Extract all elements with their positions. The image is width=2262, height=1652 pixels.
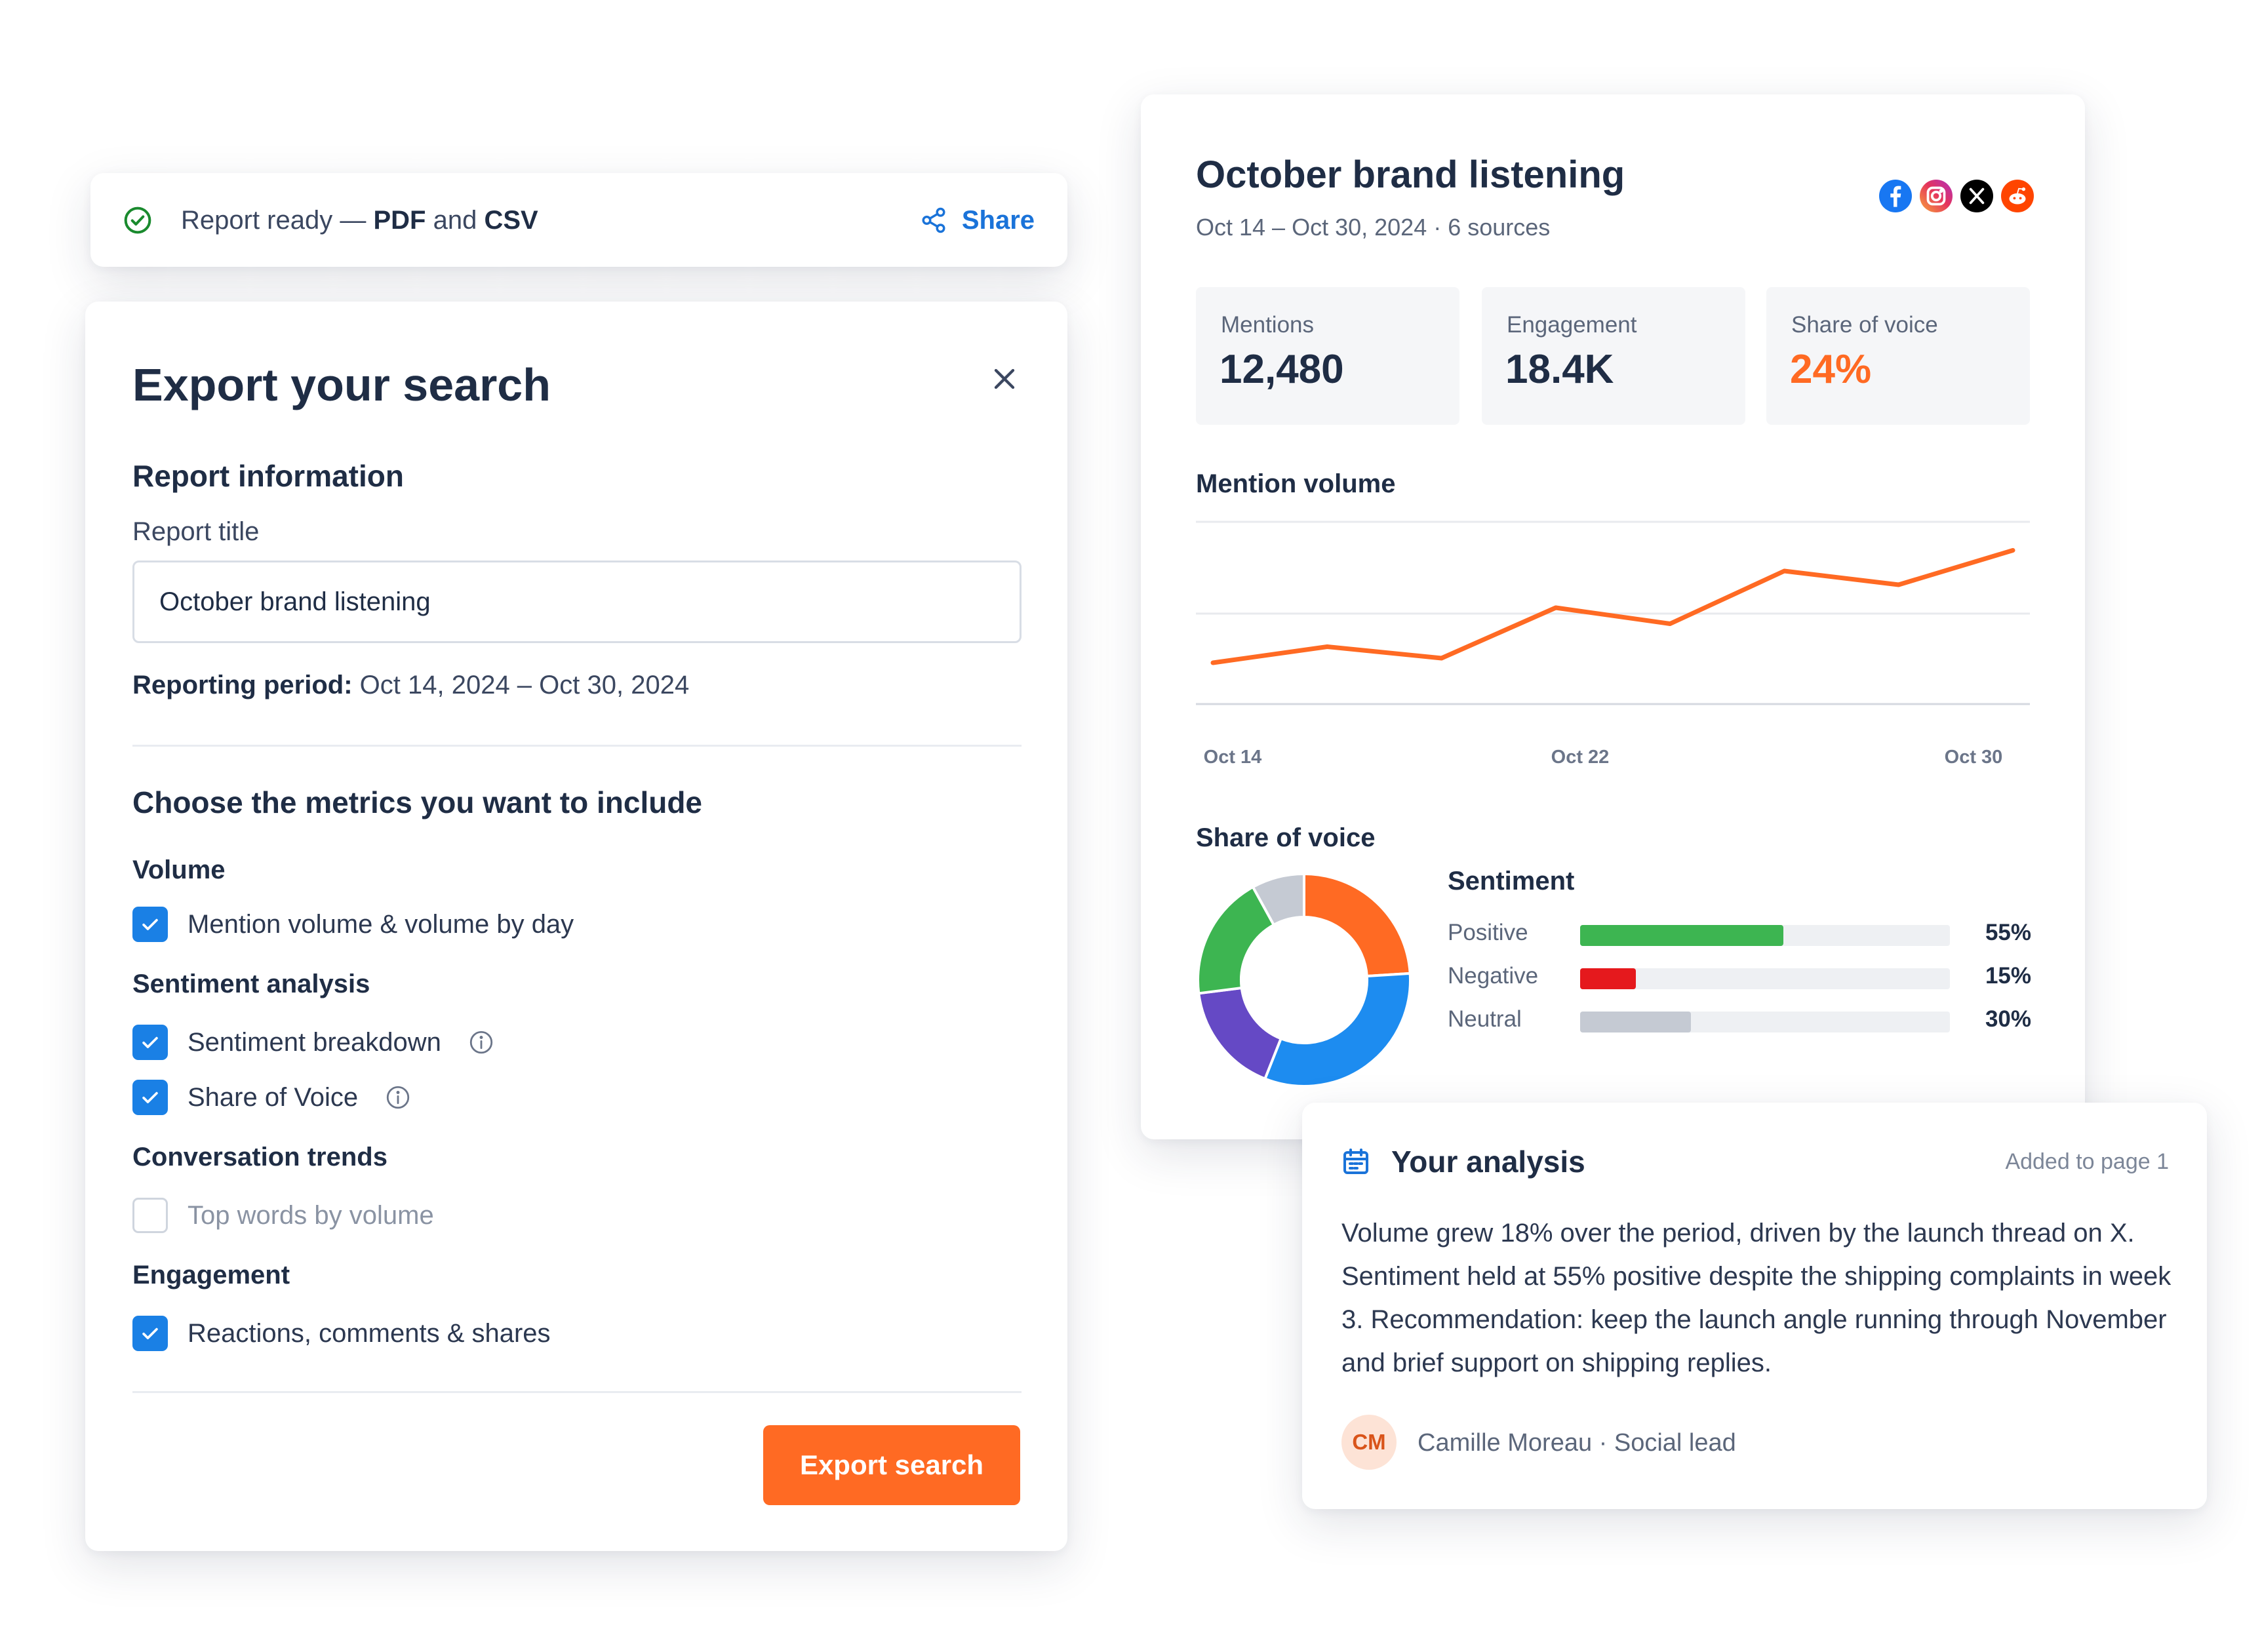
x-tick-label: Oct 14 bbox=[1204, 747, 1262, 768]
facebook-icon bbox=[1879, 180, 1912, 212]
info-icon[interactable] bbox=[384, 1084, 412, 1111]
option-label: Top words by volume bbox=[188, 1200, 434, 1230]
donut-slice bbox=[1263, 972, 1412, 1088]
report-preview-card: October brand listening Oct 14 – Oct 30,… bbox=[1141, 94, 2085, 1139]
checkmark-icon bbox=[142, 1328, 158, 1339]
sentiment-track bbox=[1580, 1012, 1950, 1032]
x-icon bbox=[1960, 180, 1993, 212]
stat-value: 18.4K bbox=[1505, 347, 1614, 392]
checkmark-icon bbox=[142, 918, 158, 930]
export-search-button[interactable]: Export search bbox=[763, 1425, 1020, 1505]
donut-slice bbox=[1197, 986, 1283, 1081]
mention-volume-line bbox=[1210, 548, 2015, 665]
sentiment-label: Positive bbox=[1448, 920, 1528, 945]
sentiment-heading: Sentiment bbox=[1448, 867, 1575, 895]
mention-volume-chart: Oct 14 Oct 22 Oct 30 bbox=[1196, 521, 2030, 768]
sentiment-track bbox=[1580, 925, 1950, 946]
group-engagement: Engagement bbox=[132, 1261, 290, 1289]
sentiment-row-negative: Negative 15% bbox=[1448, 960, 2031, 993]
sentiment-track bbox=[1580, 968, 1950, 989]
x-tick-label: Oct 30 bbox=[1945, 747, 2003, 768]
checkbox-checked[interactable] bbox=[132, 1025, 168, 1060]
sentiment-bar bbox=[1580, 968, 1636, 989]
share-of-voice-heading: Share of voice bbox=[1196, 823, 1376, 852]
reporting-period: Reporting period: Oct 14, 2024 – Oct 30,… bbox=[132, 671, 690, 699]
metrics-heading: Choose the metrics you want to include bbox=[132, 785, 703, 819]
checkbox-unchecked[interactable] bbox=[132, 1198, 168, 1233]
divider bbox=[132, 745, 1022, 747]
panel-title: Export your search bbox=[132, 359, 551, 410]
stat-label: Share of voice bbox=[1791, 312, 1938, 338]
checkmark-icon bbox=[142, 1092, 158, 1103]
option-sentiment-breakdown[interactable]: Sentiment breakdown bbox=[132, 1023, 495, 1062]
sentiment-bar bbox=[1580, 925, 1784, 946]
option-label: Reactions, comments & shares bbox=[188, 1318, 551, 1348]
sentiment-percent: 30% bbox=[1985, 1006, 2031, 1032]
report-information-heading: Report information bbox=[132, 459, 404, 493]
sentiment-bar bbox=[1580, 1012, 1692, 1032]
instagram-icon bbox=[1920, 180, 1953, 212]
report-subtitle: Oct 14 – Oct 30, 2024 · 6 sources bbox=[1196, 214, 1551, 241]
checkbox-checked[interactable] bbox=[132, 1080, 168, 1115]
analysis-card: Your analysis Added to page 1 Volume gre… bbox=[1302, 1103, 2207, 1509]
checkbox-checked[interactable] bbox=[132, 1316, 168, 1351]
info-icon[interactable] bbox=[467, 1029, 495, 1056]
sentiment-row-neutral: Neutral 30% bbox=[1448, 1003, 2031, 1036]
group-volume: Volume bbox=[132, 856, 226, 884]
stat-share-of-voice: Share of voice 24% bbox=[1766, 287, 2030, 425]
report-title-label: Report title bbox=[132, 517, 260, 546]
group-sentiment: Sentiment analysis bbox=[132, 970, 370, 998]
toast-message: Report ready — PDF and CSV bbox=[181, 206, 538, 235]
divider bbox=[132, 1391, 1022, 1393]
stat-value: 12,480 bbox=[1220, 347, 1344, 392]
option-label: Sentiment breakdown bbox=[188, 1027, 441, 1057]
check-circle-icon bbox=[124, 206, 151, 234]
calendar-icon bbox=[1343, 1149, 1368, 1174]
export-panel: Export your search Report information Re… bbox=[85, 302, 1067, 1551]
report-title-input[interactable]: October brand listening bbox=[132, 560, 1022, 643]
checkbox-checked[interactable] bbox=[132, 907, 168, 942]
sentiment-label: Negative bbox=[1448, 963, 1539, 989]
stat-value: 24% bbox=[1790, 347, 1872, 392]
reddit-icon bbox=[2001, 180, 2034, 212]
analysis-body: Volume grew 18% over the period, driven … bbox=[1341, 1219, 2172, 1377]
option-reactions[interactable]: Reactions, comments & shares bbox=[132, 1314, 551, 1353]
stat-label: Engagement bbox=[1507, 312, 1637, 338]
option-label: Mention volume & volume by day bbox=[188, 909, 574, 939]
share-button[interactable]: Share bbox=[920, 201, 1035, 240]
x-tick-label: Oct 22 bbox=[1551, 747, 1610, 768]
donut-slice bbox=[1303, 872, 1412, 978]
share-icon bbox=[922, 207, 945, 233]
option-label: Share of Voice bbox=[188, 1082, 359, 1112]
sentiment-label: Neutral bbox=[1448, 1006, 1522, 1032]
donut-slice bbox=[1251, 872, 1305, 927]
avatar: CM bbox=[1341, 1415, 1397, 1470]
report-title: October brand listening bbox=[1196, 153, 1625, 196]
sentiment-percent: 15% bbox=[1985, 963, 2031, 989]
stat-mentions: Mentions 12,480 bbox=[1196, 287, 1459, 425]
source-icons bbox=[1879, 180, 2034, 212]
option-mention-volume[interactable]: Mention volume & volume by day bbox=[132, 905, 574, 944]
mention-volume-heading: Mention volume bbox=[1196, 469, 1396, 498]
author-line: Camille Moreau · Social lead bbox=[1418, 1429, 1736, 1457]
added-to-page-label: Added to page 1 bbox=[2005, 1149, 2169, 1174]
share-label: Share bbox=[961, 205, 1035, 235]
sentiment-percent: 55% bbox=[1985, 920, 2031, 945]
stat-label: Mentions bbox=[1221, 312, 1315, 338]
option-top-words[interactable]: Top words by volume bbox=[132, 1196, 434, 1235]
close-icon[interactable] bbox=[987, 362, 1022, 396]
share-of-voice-donut bbox=[1197, 872, 1412, 1088]
stat-engagement: Engagement 18.4K bbox=[1482, 287, 1745, 425]
sentiment-row-positive: Positive 55% bbox=[1448, 916, 2031, 949]
analysis-title: Your analysis bbox=[1391, 1145, 1585, 1179]
report-ready-toast: Report ready — PDF and CSV Share bbox=[90, 173, 1067, 267]
option-share-of-voice[interactable]: Share of Voice bbox=[132, 1078, 412, 1117]
group-conversation-trends: Conversation trends bbox=[132, 1143, 387, 1171]
checkmark-icon bbox=[142, 1036, 158, 1048]
